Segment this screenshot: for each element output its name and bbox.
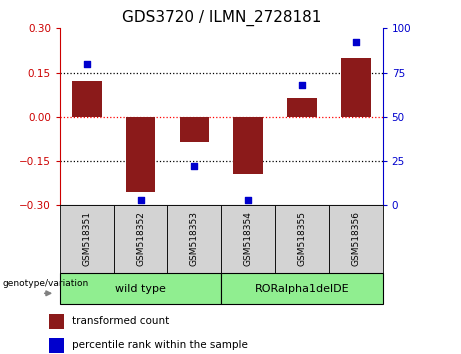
Point [191, 164, 198, 169]
Point [244, 197, 252, 203]
Text: RORalpha1delDE: RORalpha1delDE [254, 284, 349, 293]
Bar [275, 205, 329, 273]
Title: GDS3720 / ILMN_2728181: GDS3720 / ILMN_2728181 [122, 9, 321, 25]
Point [137, 197, 144, 203]
Bar [167, 205, 221, 273]
Text: GSM518351: GSM518351 [83, 211, 91, 267]
Bar [72, 81, 101, 117]
Text: GSM518353: GSM518353 [190, 211, 199, 267]
Bar [287, 98, 317, 117]
Text: percentile rank within the sample: percentile rank within the sample [72, 340, 248, 350]
Text: transformed count: transformed count [72, 316, 169, 326]
Text: wild type: wild type [115, 284, 166, 293]
Bar [48, 338, 64, 353]
Bar [329, 205, 383, 273]
Bar [221, 205, 275, 273]
Point [83, 61, 90, 67]
Bar [60, 205, 114, 273]
Bar [114, 205, 167, 273]
Bar [48, 314, 64, 329]
Bar [233, 117, 263, 175]
Bar [221, 273, 383, 304]
Point [352, 40, 360, 45]
Text: GSM518356: GSM518356 [351, 211, 360, 267]
Text: genotype/variation: genotype/variation [3, 279, 89, 288]
Text: GSM518354: GSM518354 [244, 211, 253, 267]
Text: GSM518355: GSM518355 [297, 211, 307, 267]
Bar [341, 58, 371, 117]
Bar [180, 117, 209, 142]
Point [298, 82, 306, 88]
Bar [60, 273, 221, 304]
Text: GSM518352: GSM518352 [136, 211, 145, 267]
Bar [126, 117, 155, 192]
